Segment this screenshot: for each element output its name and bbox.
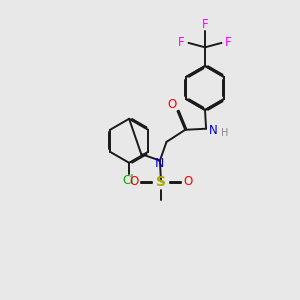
Text: F: F (202, 18, 208, 31)
Text: N: N (209, 124, 218, 137)
Text: F: F (178, 36, 185, 50)
Text: N: N (155, 157, 165, 170)
Text: S: S (156, 175, 166, 188)
Text: H: H (221, 128, 229, 138)
Text: O: O (183, 175, 192, 188)
Text: O: O (168, 98, 177, 111)
Text: O: O (130, 175, 139, 188)
Text: Cl: Cl (122, 174, 134, 187)
Text: F: F (225, 36, 232, 50)
